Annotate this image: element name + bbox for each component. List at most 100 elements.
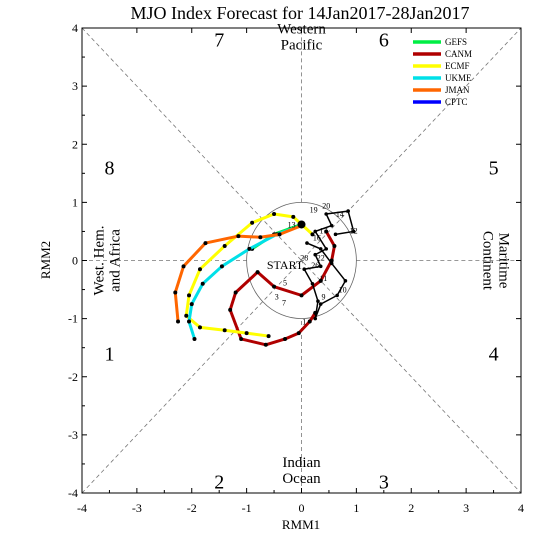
series-point	[187, 319, 192, 324]
series-point	[192, 336, 197, 341]
day-label: 9	[321, 293, 325, 302]
legend-label: ECMF	[445, 61, 470, 71]
observed-point	[351, 229, 356, 234]
day-label: 17	[319, 226, 327, 235]
series-point	[203, 241, 208, 246]
day-label: 12	[350, 226, 358, 235]
x-tick-label: 0	[299, 501, 305, 515]
chart-title: MJO Index Forecast for 14Jan2017-28Jan20…	[131, 3, 470, 23]
forecast-start-marker	[297, 220, 306, 229]
observed-point	[318, 302, 323, 306]
series-point	[296, 331, 301, 336]
day-label: 5	[283, 279, 287, 288]
amplitude-circle	[246, 201, 357, 320]
observed-point	[324, 212, 328, 216]
day-label: 7	[282, 298, 286, 307]
diagonal-line	[81, 27, 522, 494]
observed-point	[313, 316, 318, 321]
observed-point	[346, 209, 350, 213]
phase-label: 1	[104, 344, 114, 366]
x-tick-label: -1	[242, 501, 252, 515]
x-tick-label: -4	[77, 501, 87, 515]
region-label-line: and Africa	[108, 229, 124, 292]
series-point	[233, 290, 238, 295]
phase-label: 3	[379, 471, 389, 493]
observed-point	[316, 299, 320, 303]
y-tick-label: -1	[68, 312, 78, 326]
x-tick-label: 2	[408, 501, 414, 515]
day-label: 1	[302, 318, 306, 327]
start-label: START	[267, 258, 304, 272]
phase-label: 6	[379, 30, 389, 52]
series-point	[181, 264, 186, 269]
series-point	[239, 336, 244, 341]
series-point	[332, 243, 337, 248]
series-point	[307, 319, 312, 324]
series-line-ecmf	[184, 212, 314, 338]
day-label: 19	[310, 205, 318, 214]
series-point	[263, 342, 268, 347]
observed-point	[302, 267, 307, 272]
legend-label: JMAN	[445, 85, 470, 95]
x-tick-label: 3	[463, 501, 469, 515]
series-point	[266, 334, 271, 339]
day-label: 10	[339, 286, 347, 295]
series-point	[255, 270, 260, 275]
series-point	[247, 246, 252, 251]
observed-point	[324, 247, 328, 251]
day-label: 3	[275, 293, 279, 302]
y-tick-label: 2	[72, 137, 78, 151]
series-point	[200, 281, 205, 286]
x-axis-title: RMM1	[282, 517, 320, 532]
series-layer	[173, 212, 337, 347]
observed-point	[310, 281, 315, 286]
series-point	[184, 313, 189, 318]
y-tick-label: 0	[72, 254, 78, 268]
series-point	[277, 232, 282, 237]
y-axis-title: RMM2	[38, 241, 53, 279]
observed-point	[335, 293, 339, 298]
observed-point	[318, 264, 323, 269]
y-tick-label: 4	[72, 21, 78, 35]
region-label-line: Ocean	[282, 471, 321, 487]
legend-label: CANM	[445, 49, 472, 59]
series-point	[222, 328, 227, 333]
series-point	[187, 293, 192, 298]
series-point	[272, 212, 277, 216]
series-point	[189, 302, 194, 307]
series-point	[310, 232, 315, 237]
day-label: 28	[300, 254, 308, 263]
phase-label: 5	[489, 158, 499, 180]
day-label: 22	[317, 254, 325, 263]
legend-label: GEFS	[445, 37, 467, 47]
region-label-line: West. Hem.	[92, 225, 108, 295]
series-point	[283, 336, 288, 341]
legend: GEFS CANM ECMF UKME JMAN CPTC	[413, 37, 472, 107]
phase-label: 8	[104, 158, 114, 180]
series-point	[258, 235, 263, 240]
region-label-line: Continent	[479, 231, 495, 291]
day-label: 11	[320, 274, 328, 283]
observed-point	[305, 241, 309, 245]
series-point	[244, 331, 249, 336]
region-label-line: Maritime	[495, 233, 511, 289]
series-point	[228, 307, 233, 312]
region-label-line: Indian	[282, 455, 321, 471]
series-line-jman	[173, 224, 303, 324]
region-label: West. Hem. and Africa	[92, 225, 124, 295]
observed-point	[329, 261, 334, 266]
phase-label: 7	[214, 30, 224, 52]
diagonal-line	[81, 27, 522, 494]
observed-point	[343, 279, 348, 283]
grid-layer	[81, 27, 522, 494]
legend-label: CPTC	[445, 97, 468, 107]
x-tick-label: -3	[132, 501, 142, 515]
series-point	[176, 319, 181, 324]
series-point	[299, 293, 304, 298]
series-point	[324, 229, 329, 234]
